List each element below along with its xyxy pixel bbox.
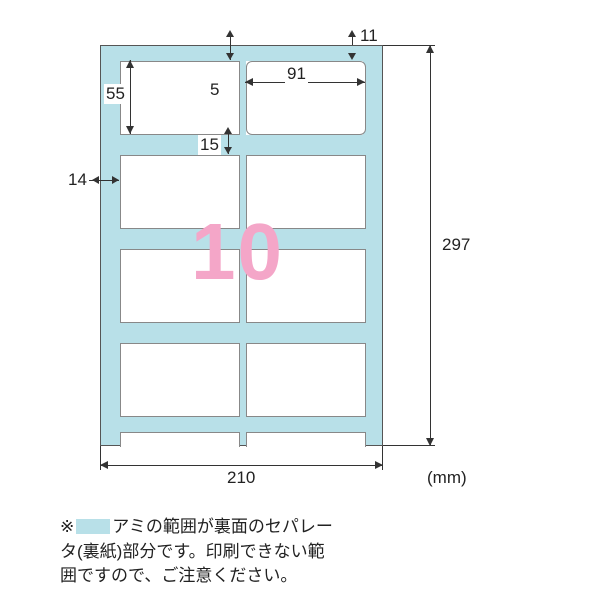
arr-55-b [126,126,134,134]
arr-15-t [224,127,232,134]
dim-210: 210 [225,468,257,488]
dim-55: 55 [104,84,127,104]
dim-297: 297 [440,235,472,255]
arr-15-b [224,147,232,154]
dim-91: 91 [285,64,308,84]
note-prefix: ※ [60,517,74,536]
arr-14-l [92,176,99,184]
note-l2: タ(裏紙)部分です。印刷できない範 [60,542,325,561]
sheet-outline: 10 [100,45,383,446]
card-r5c1 [120,432,240,447]
arr-5-t [226,30,234,37]
card-r4c2 [246,343,366,417]
note-swatch [76,519,110,534]
unit-label: (mm) [425,468,469,488]
arr-210-r [375,461,383,469]
dim-5: 5 [208,80,221,100]
arr-297-b [426,438,434,446]
count-label: 10 [191,206,284,298]
note-text: ※ アミの範囲が裏面のセパレー タ(裏紙)部分です。印刷できない範 囲ですので、ご… [60,515,510,589]
note-l1: アミの範囲が裏面のセパレー [112,517,333,536]
note-l3: 囲ですので、ご注意ください。 [60,566,297,585]
sep-left [101,46,120,445]
arr-91-r [357,78,365,86]
dim-55-line [130,60,131,134]
card-r1c1 [120,61,240,135]
arr-5-b [226,53,234,60]
dim-11: 11 [358,26,380,46]
card-r5c2 [246,432,366,447]
arr-55-t [126,60,134,68]
card-r4c1 [120,343,240,417]
dim-14: 14 [66,170,89,190]
arr-297-t [426,45,434,53]
arr-14-r [112,176,119,184]
dim-297-line [430,45,431,446]
arr-11-t [348,30,356,37]
arr-210-l [100,461,108,469]
dim-15: 15 [198,135,221,155]
dim-210-line [100,465,383,466]
diagram-area: 10 210 (mm) 297 55 91 11 5 14 15 [60,30,540,500]
arr-11-b [348,53,356,60]
arr-91-l [245,78,253,86]
